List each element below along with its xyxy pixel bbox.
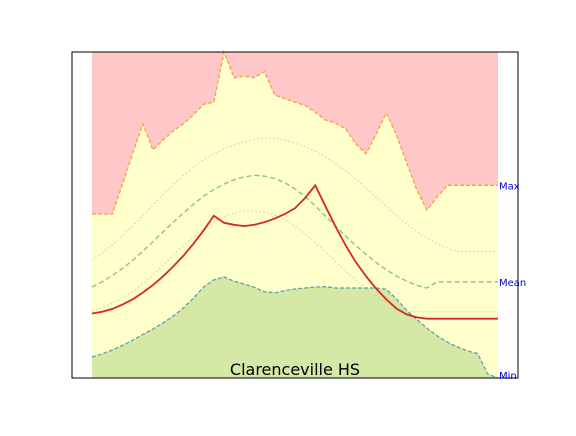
max-line <box>92 49 498 215</box>
current-line <box>91 183 498 320</box>
line-layer <box>91 49 499 379</box>
min-band-area <box>92 276 498 378</box>
band-label-mean: Mean <box>499 278 526 289</box>
middle-band-area <box>92 52 498 378</box>
plot-frame <box>71 51 519 379</box>
band-layer <box>92 52 498 378</box>
upper-quartile-line <box>91 137 498 261</box>
band-label-min: Min <box>499 371 517 382</box>
max-band-area <box>92 52 498 214</box>
band-label-max: Max <box>499 181 520 192</box>
min-line <box>91 276 499 379</box>
lower-quartile-line <box>91 210 498 313</box>
chart-title: Clarenceville HS <box>230 360 360 379</box>
mean-line <box>91 174 498 289</box>
